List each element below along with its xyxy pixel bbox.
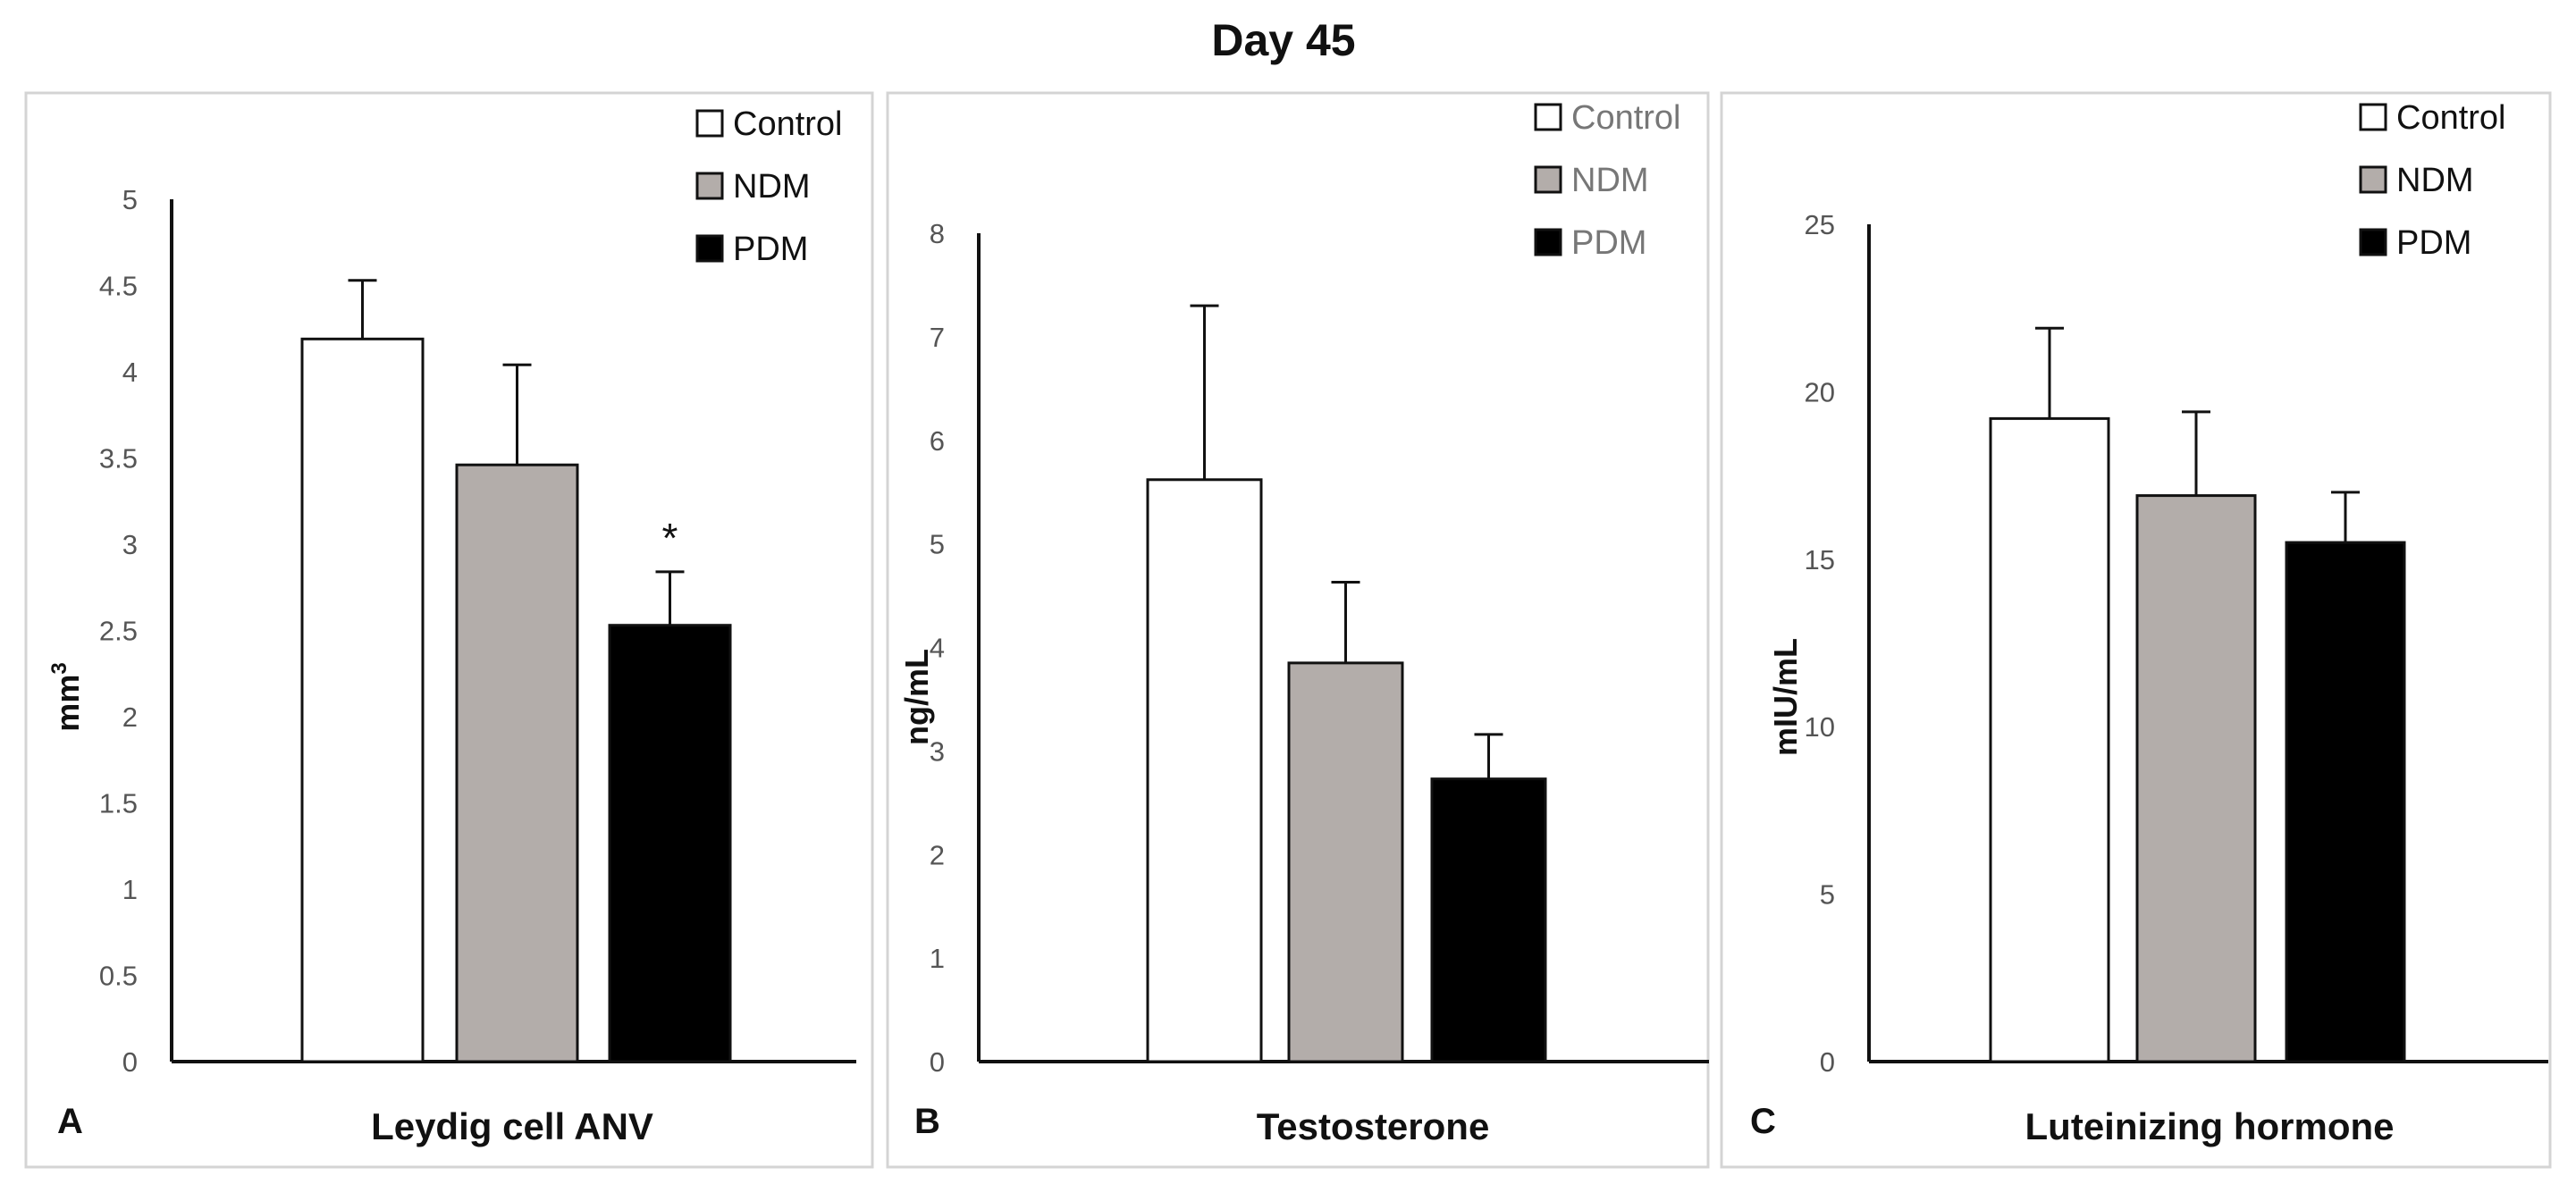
legend-label-control: Control (1571, 99, 1681, 137)
bar-pdm (2285, 541, 2406, 1063)
y-tick-label: 7 (930, 322, 945, 353)
y-axis-label: mIU/mL (1767, 638, 1804, 756)
legend-label-ndm: NDM (733, 168, 811, 206)
y-tick-label: 0 (122, 1046, 138, 1078)
panel-letter: B (914, 1102, 940, 1141)
bar-ndm (455, 463, 579, 1063)
bar-control (300, 337, 425, 1063)
bar-pdm (608, 624, 732, 1063)
y-tick-label: 4 (930, 633, 945, 664)
bar-pdm (1430, 777, 1547, 1063)
x-axis-label: Luteinizing hormone (2025, 1105, 2395, 1147)
legend-swatch-ndm (695, 172, 724, 200)
y-tick-label: 4.5 (99, 271, 138, 302)
legend-swatch-ndm (2359, 165, 2387, 194)
panel-letter: C (1750, 1102, 1776, 1141)
y-axis-label: mm3 (47, 662, 86, 731)
y-tick-label: 2 (930, 839, 945, 870)
y-tick-label: 8 (930, 218, 945, 249)
y-tick-label: 15 (1805, 544, 1835, 575)
legend: Control NDM PDM (695, 105, 843, 268)
y-tick-label: 3 (930, 735, 945, 767)
legend-swatch-control (2359, 103, 2387, 131)
legend-swatch-control (1534, 103, 1562, 131)
y-tick-label: 1.5 (99, 788, 138, 819)
legend-label-pdm: PDM (2396, 224, 2471, 262)
legend-label-pdm: PDM (733, 231, 808, 268)
legend-swatch-pdm (2359, 228, 2387, 256)
legend-label-ndm: NDM (1571, 162, 1649, 199)
y-tick-label: 3 (122, 529, 138, 560)
significance-marker: * (662, 515, 678, 561)
y-tick-label: 20 (1805, 376, 1835, 407)
figure-title: Day 45 (1211, 15, 1355, 65)
y-tick-label: 4 (122, 357, 138, 388)
chart-panel-c: 0 5 10 15 20 25 mIU/mL Luteinizing hormone C Cont… (1720, 91, 2552, 1169)
y-tick-label: 1 (122, 874, 138, 905)
y-tick-label: 5 (930, 529, 945, 560)
legend: Control NDM PDM (2359, 99, 2506, 262)
legend-label-ndm: NDM (2396, 162, 2474, 199)
x-axis-label: Leydig cell ANV (371, 1105, 653, 1147)
bar-control (1146, 478, 1263, 1063)
legend-label-control: Control (2396, 99, 2506, 137)
y-tick-label: 0 (930, 1046, 945, 1078)
bar-control (1989, 416, 2110, 1063)
x-axis-label: Testosterone (1257, 1105, 1490, 1147)
panel-letter: A (57, 1102, 83, 1141)
chart-panel-a: 0 0.5 1 1.5 2 2.5 3 3.5 4 4.5 5 mm3 * Leydig cell ANV… (24, 91, 874, 1169)
y-tick-label: 5 (1820, 879, 1835, 911)
y-tick-label: 6 (930, 425, 945, 457)
y-tick-label: 1 (930, 943, 945, 974)
y-tick-label: 0.5 (99, 961, 138, 992)
legend-label-control: Control (733, 105, 843, 143)
y-axis-label: ng/mL (898, 649, 935, 745)
legend: Control NDM PDM (1534, 99, 1681, 262)
y-tick-label: 3.5 (99, 443, 138, 475)
y-tick-label: 25 (1805, 209, 1835, 240)
y-tick-label: 10 (1805, 711, 1835, 743)
bar-ndm (1287, 661, 1404, 1063)
bar-ndm (2135, 494, 2257, 1063)
panels: 0 0.5 1 1.5 2 2.5 3 3.5 4 4.5 5 mm3 * Leydig cell ANV… (24, 91, 2552, 1169)
y-tick-label: 2 (122, 701, 138, 733)
legend-swatch-control (695, 109, 724, 138)
legend-swatch-pdm (1534, 228, 1562, 256)
legend-swatch-ndm (1534, 165, 1562, 194)
y-tick-label: 0 (1820, 1046, 1835, 1078)
legend-label-pdm: PDM (1571, 224, 1646, 262)
y-tick-label: 2.5 (99, 616, 138, 647)
legend-swatch-pdm (695, 234, 724, 263)
y-tick-label: 5 (122, 184, 138, 215)
chart-panel-b: 0 1 2 3 4 5 6 7 8 ng/mL Testosterone B Control NDM PDM (886, 91, 1710, 1169)
